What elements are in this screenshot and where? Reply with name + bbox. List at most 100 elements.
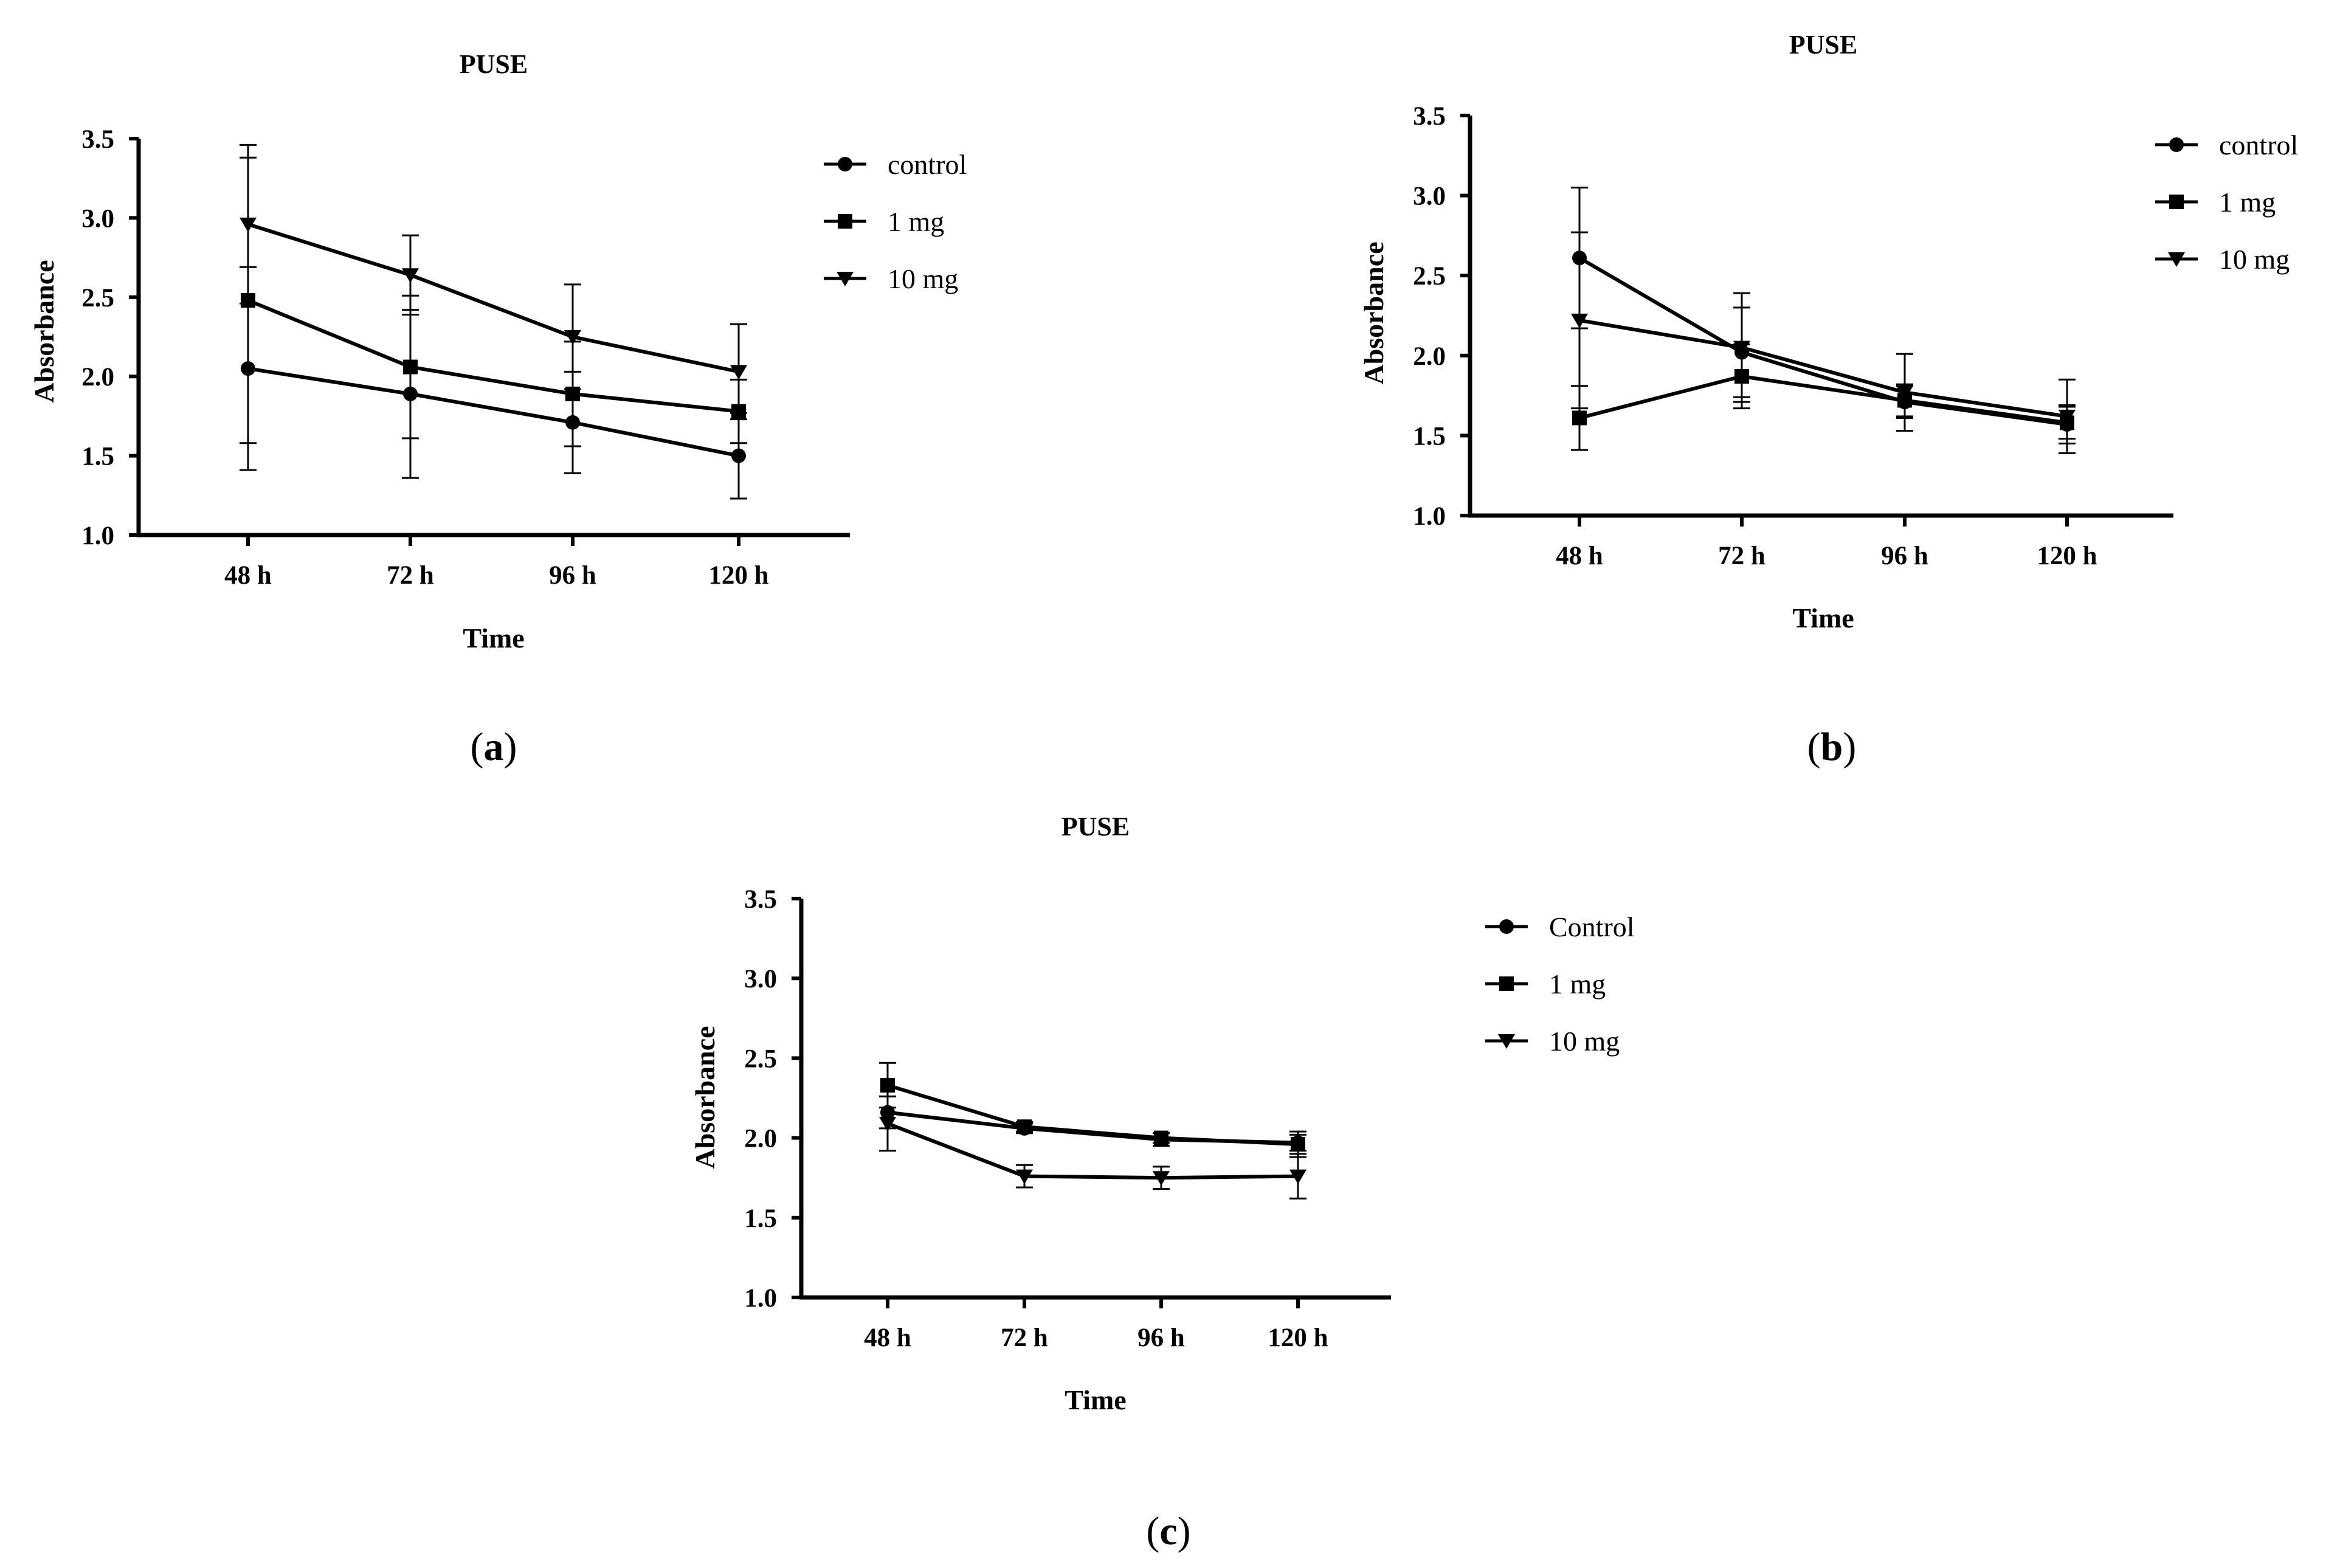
chart-title-c: PUSE (1061, 812, 1130, 841)
legend-marker (1498, 1034, 1515, 1049)
y-tick-label: 2.5 (1413, 262, 1446, 291)
y-tick-label: 2.0 (81, 363, 114, 392)
legend-marker (2169, 195, 2184, 209)
x-tick-label: 72 h (387, 561, 434, 590)
panel-label-c: (c) (1146, 1509, 1190, 1553)
chart-panel-b: PUSE Absorbance Time 1.0 1.5 2.0 2.5 3.0… (1358, 30, 2298, 769)
series-line (887, 1110, 1299, 1145)
y-tick-label: 2.0 (1413, 342, 1446, 371)
series-control (240, 266, 747, 500)
x-tick-label: 120 h (2037, 542, 2097, 570)
data-point (880, 1078, 895, 1093)
series-10mg (240, 143, 747, 421)
data-point (1289, 1169, 1306, 1184)
data-point (240, 217, 257, 232)
y-tick-label: 2.5 (744, 1045, 777, 1073)
legend-a: control 1 mg 10 mg (888, 149, 967, 294)
chart-panel-a: PUSE Absorbance Time 1.0 1.5 2.0 2.5 3.0… (29, 49, 967, 769)
y-tick-label: 3.5 (81, 125, 114, 154)
data-point (1017, 1119, 1032, 1135)
y-tick-label: 3.5 (744, 885, 777, 914)
data-point (879, 1116, 896, 1131)
y-tick-label: 3.0 (81, 204, 114, 233)
legend-label-10mg: 10 mg (1549, 1026, 1620, 1057)
legend-label-1mg: 1 mg (1549, 969, 1606, 1000)
series-line (247, 367, 739, 458)
y-axis-label-b: Absorbance (1358, 241, 1389, 384)
legend-marker (838, 157, 852, 171)
x-tick-label: 120 h (708, 561, 768, 590)
series-1mg (879, 1062, 1306, 1158)
y-tick-label: 2.0 (744, 1125, 777, 1153)
y-tick-label: 1.5 (744, 1204, 777, 1233)
legend-label-control: control (888, 149, 967, 180)
data-point (1896, 385, 1913, 401)
series-1mg (240, 156, 747, 447)
series-10mg (1571, 231, 2076, 454)
data-point (564, 330, 581, 345)
legend-marker (1499, 919, 1514, 934)
y-tick-label: 1.5 (1413, 422, 1446, 451)
series-line (1579, 375, 2068, 425)
x-axis-label-a: Time (463, 623, 524, 654)
x-tick-labels-a: 48 h 72 h 96 h 120 h (224, 561, 769, 590)
y-tick-labels-c: 1.0 1.5 2.0 2.5 3.0 3.5 (744, 885, 777, 1313)
x-tick-label: 72 h (1001, 1324, 1048, 1352)
x-tick-label: 48 h (1556, 542, 1603, 570)
y-tick-label: 3.0 (744, 965, 777, 993)
data-point (1291, 1137, 1305, 1152)
panel-label-a: (a) (471, 725, 517, 769)
data-point (1153, 1171, 1170, 1186)
plot-area-a (129, 137, 866, 546)
plot-area-c (792, 897, 1528, 1308)
data-point (1733, 340, 1750, 356)
data-point (402, 268, 419, 283)
series-1mg (1571, 343, 2076, 451)
chart-title-a: PUSE (460, 49, 528, 79)
data-point (2059, 409, 2076, 424)
x-tick-label: 48 h (864, 1324, 911, 1352)
panel-label-b: (b) (1807, 725, 1857, 769)
y-tick-label: 1.0 (744, 1284, 777, 1313)
data-point (1571, 313, 1588, 328)
chart-title-b: PUSE (1789, 30, 1857, 60)
x-tick-label: 72 h (1718, 542, 1765, 570)
y-tick-labels-a: 1.0 1.5 2.0 2.5 3.0 3.5 (81, 125, 114, 550)
series-line (886, 1122, 1299, 1180)
x-tick-label: 96 h (1137, 1324, 1185, 1352)
x-tick-label: 96 h (1881, 542, 1928, 570)
data-point (403, 359, 418, 375)
legend-label-10mg: 10 mg (2219, 244, 2290, 275)
x-tick-labels-b: 48 h 72 h 96 h 120 h (1556, 542, 2097, 570)
legend-label-control: control (2219, 130, 2298, 161)
legend-marker (2168, 252, 2185, 267)
data-point (730, 365, 747, 380)
x-tick-label: 120 h (1268, 1324, 1328, 1352)
x-tick-label: 96 h (549, 561, 596, 590)
y-tick-label: 1.5 (81, 443, 114, 471)
legend-marker (1499, 976, 1514, 991)
data-point (1016, 1169, 1033, 1184)
x-axis-label-c: Time (1065, 1384, 1126, 1415)
legend-marker (2169, 137, 2184, 152)
legend-c: Control 1 mg 10 mg (1549, 911, 1635, 1057)
y-tick-label: 1.0 (1413, 502, 1446, 531)
legend-marker (838, 214, 852, 229)
x-axis-label-b: Time (1792, 603, 1854, 634)
legend-label-control: Control (1549, 911, 1635, 942)
y-tick-label: 3.0 (1413, 182, 1446, 211)
series-line (887, 1083, 1299, 1147)
series-line (247, 299, 739, 413)
y-axis-label-a: Absorbance (29, 260, 60, 402)
legend-label-1mg: 1 mg (2219, 187, 2276, 218)
legend-b: control 1 mg 10 mg (2219, 130, 2298, 275)
chart-panel-c: PUSE Absorbance Time 1.0 1.5 2.0 2.5 3.0… (689, 812, 1635, 1553)
plot-area-b (1460, 114, 2198, 527)
y-tick-label: 1.0 (81, 522, 114, 550)
legend-marker (837, 272, 854, 286)
data-point (1154, 1130, 1168, 1145)
legend-label-10mg: 10 mg (888, 263, 958, 294)
y-tick-labels-b: 1.0 1.5 2.0 2.5 3.0 3.5 (1413, 102, 1446, 531)
legend-label-1mg: 1 mg (888, 206, 944, 237)
